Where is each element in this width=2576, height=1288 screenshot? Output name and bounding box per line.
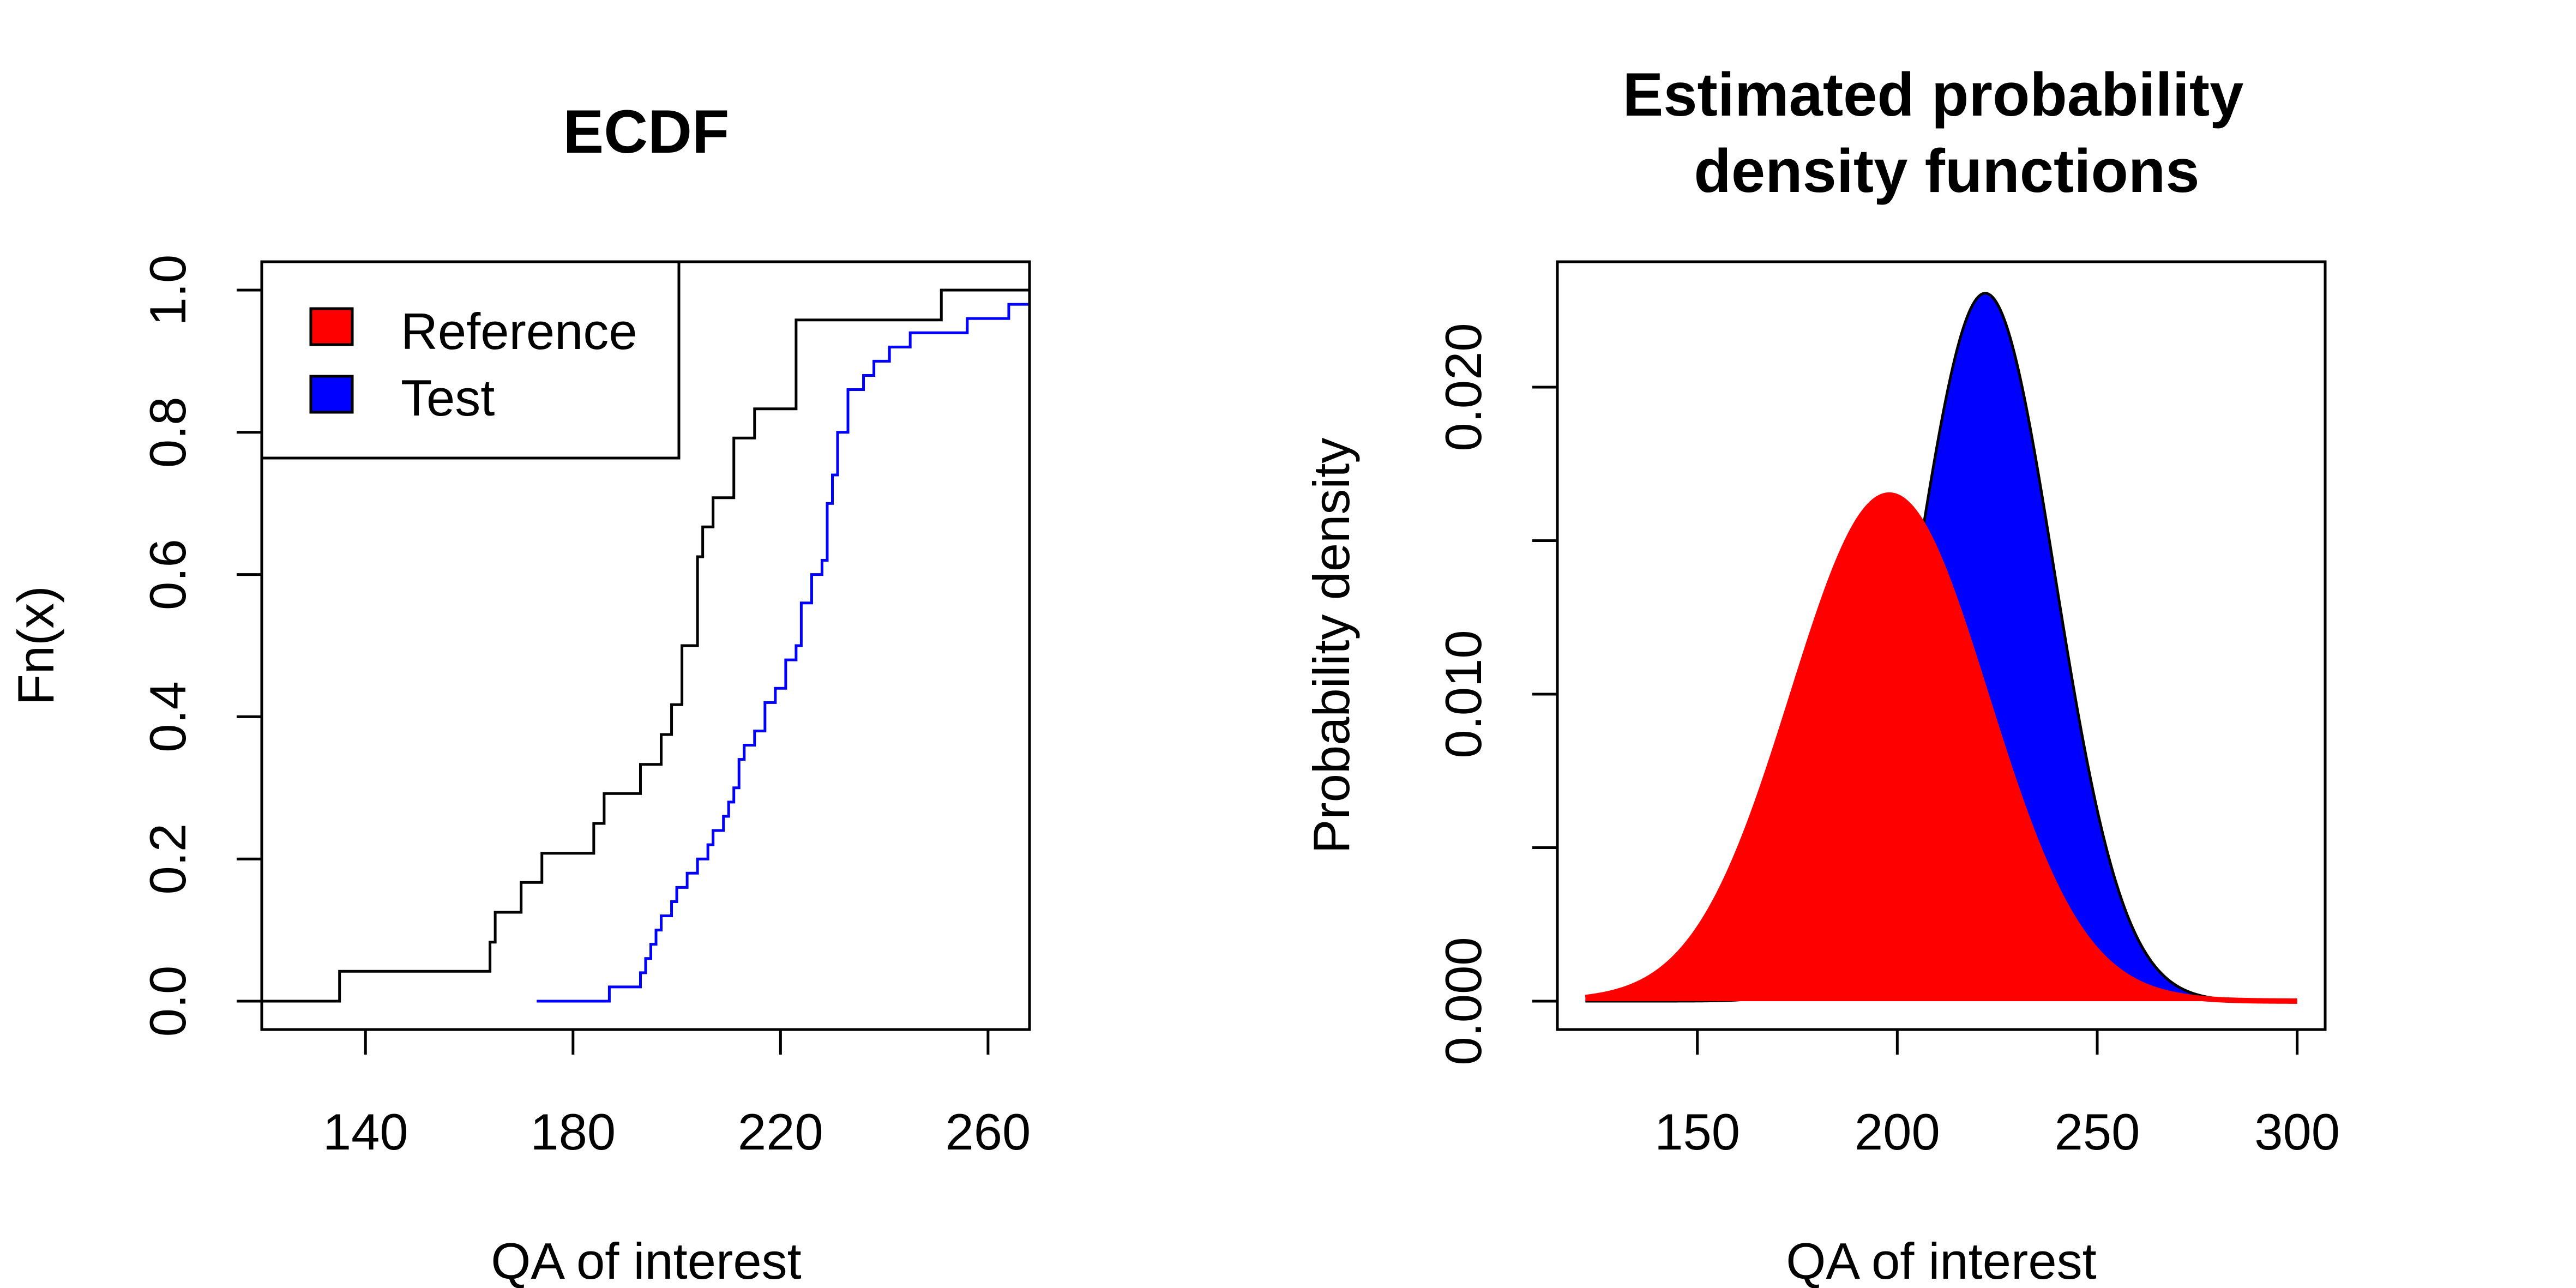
density-x-axis-label: QA of interest: [1786, 1232, 2097, 1288]
density-title-line-1: Estimated probability: [1623, 61, 2244, 129]
ecdf-y-axis: 0.0 0.2 0.4 0.6 0.8 1.0: [139, 255, 262, 1037]
legend-swatch-test: [309, 375, 354, 414]
ecdf-x-axis-label: QA of interest: [491, 1232, 802, 1288]
density-area-reference: [1585, 495, 2297, 1001]
ecdf-x-tick-label: 140: [323, 1103, 408, 1160]
ecdf-title: ECDF: [563, 98, 730, 166]
ecdf-y-tick-label: 0.6: [139, 539, 196, 610]
density-series-layer: [1585, 292, 2297, 1004]
ecdf-y-tick-label: 0.0: [139, 966, 196, 1037]
ecdf-x-axis: 140 180 220 260: [323, 1030, 1031, 1160]
ecdf-y-tick-label: 0.2: [139, 823, 196, 895]
legend-label-test: Test: [401, 369, 495, 426]
density-y-axis: 0.000 0.010 0.020: [1435, 323, 1557, 1066]
density-curve-reference: [1585, 492, 2297, 1004]
legend-box: [260, 260, 681, 460]
ecdf-y-axis-label: Fn(x): [7, 586, 64, 705]
ecdf-series-test: [537, 303, 1030, 1003]
density-y-tick-label: 0.000: [1435, 937, 1492, 1065]
ecdf-series-layer: [262, 288, 1030, 1003]
density-x-axis: 150 200 250 300: [1654, 1030, 2340, 1160]
density-y-tick-label: 0.020: [1435, 323, 1492, 451]
density-y-axis-label: Probability density: [1303, 438, 1360, 854]
ecdf-x-tick-label: 180: [530, 1103, 616, 1160]
legend-label-reference: Reference: [401, 303, 637, 360]
ecdf-y-tick-label: 0.8: [139, 396, 196, 468]
density-title-line-2: density functions: [1694, 137, 2199, 205]
ecdf-chart: ECDF 140 180 220 260 0.0 0.2 0.4 0.6 0.8 1.0 QA …: [7, 98, 1031, 1288]
ecdf-y-tick-label: 0.4: [139, 681, 196, 753]
density-x-tick-label: 200: [1855, 1103, 1940, 1160]
density-plot-frame: [1556, 260, 2327, 1031]
ecdf-x-tick-label: 260: [945, 1103, 1031, 1160]
legend-swatch-reference: [309, 307, 354, 346]
density-x-tick-label: 150: [1654, 1103, 1740, 1160]
ecdf-y-tick-label: 1.0: [139, 255, 196, 326]
density-y-tick-label: 0.010: [1435, 630, 1492, 758]
density-x-tick-label: 250: [2055, 1103, 2140, 1160]
ecdf-series-reference: [262, 288, 1030, 1003]
density-chart: Estimated probability density functions …: [1303, 61, 2340, 1288]
density-x-tick-label: 300: [2254, 1103, 2340, 1160]
ecdf-legend: Reference Test: [260, 260, 681, 460]
ecdf-x-tick-label: 220: [738, 1103, 823, 1160]
